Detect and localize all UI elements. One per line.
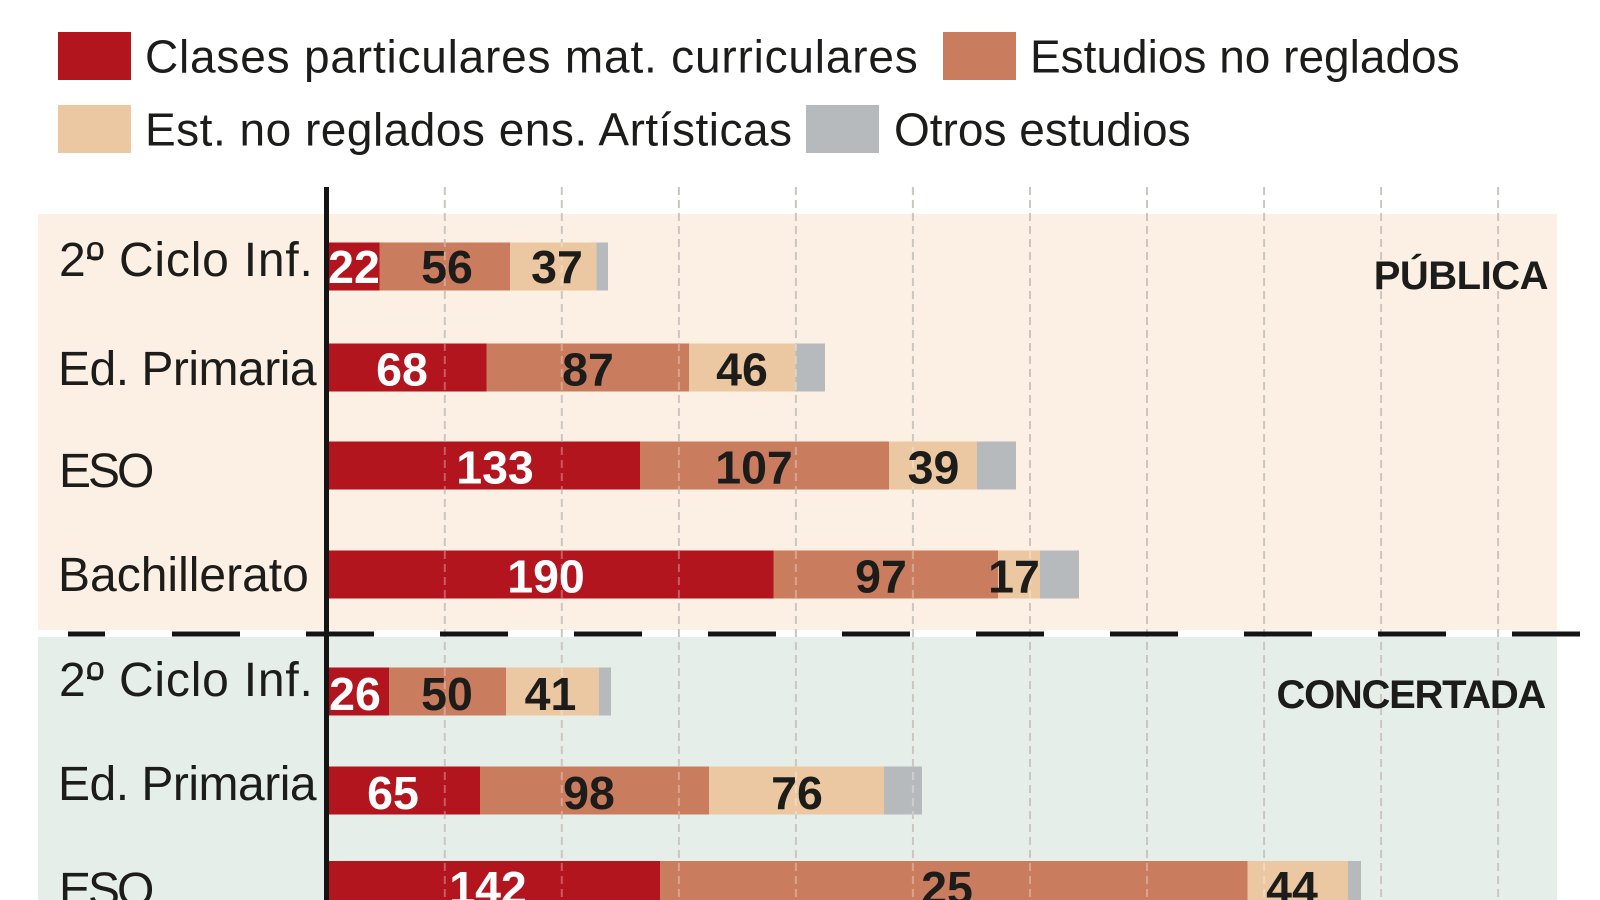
- svg-text:98: 98: [563, 767, 615, 819]
- svg-text:Bachillerato: Bachillerato: [58, 549, 309, 602]
- svg-text:39: 39: [908, 442, 960, 494]
- svg-text:107: 107: [715, 442, 793, 494]
- svg-text:190: 190: [507, 551, 585, 603]
- svg-text:Est. no reglados ens. Artístic: Est. no reglados ens. Artísticas: [145, 104, 793, 156]
- svg-text:41: 41: [525, 668, 577, 720]
- svg-text:133: 133: [456, 442, 534, 494]
- svg-text:PÚBLICA: PÚBLICA: [1374, 252, 1548, 298]
- svg-text:Ed. Primaria: Ed. Primaria: [58, 343, 317, 396]
- svg-text:76: 76: [771, 767, 823, 819]
- svg-text:87: 87: [562, 344, 614, 396]
- svg-text:65: 65: [367, 767, 419, 819]
- svg-text:Clases particulares mat. curri: Clases particulares mat. curriculares: [145, 31, 919, 83]
- svg-text:ESO: ESO: [59, 864, 153, 900]
- svg-text:37: 37: [531, 241, 583, 293]
- svg-text:CONCERTADA: CONCERTADA: [1277, 673, 1546, 717]
- svg-text:46: 46: [716, 344, 768, 396]
- svg-text:Estudios no reglados: Estudios no reglados: [1030, 31, 1460, 83]
- svg-text:17: 17: [988, 551, 1040, 603]
- svg-text:26: 26: [329, 668, 381, 720]
- svg-text:50: 50: [421, 668, 473, 720]
- svg-text:Ed. Primaria: Ed. Primaria: [58, 758, 317, 811]
- svg-text:2º Ciclo Inf.: 2º Ciclo Inf.: [59, 654, 314, 707]
- svg-text:142: 142: [449, 862, 527, 900]
- svg-text:44: 44: [1266, 862, 1318, 900]
- svg-text:22: 22: [328, 241, 380, 293]
- svg-text:68: 68: [376, 344, 428, 396]
- svg-text:25: 25: [921, 862, 973, 900]
- svg-text:56: 56: [421, 241, 473, 293]
- svg-text:2º Ciclo Inf.: 2º Ciclo Inf.: [59, 234, 314, 287]
- svg-text:Otros estudios: Otros estudios: [894, 104, 1191, 156]
- svg-text:97: 97: [855, 551, 907, 603]
- svg-text:ESO: ESO: [59, 445, 153, 498]
